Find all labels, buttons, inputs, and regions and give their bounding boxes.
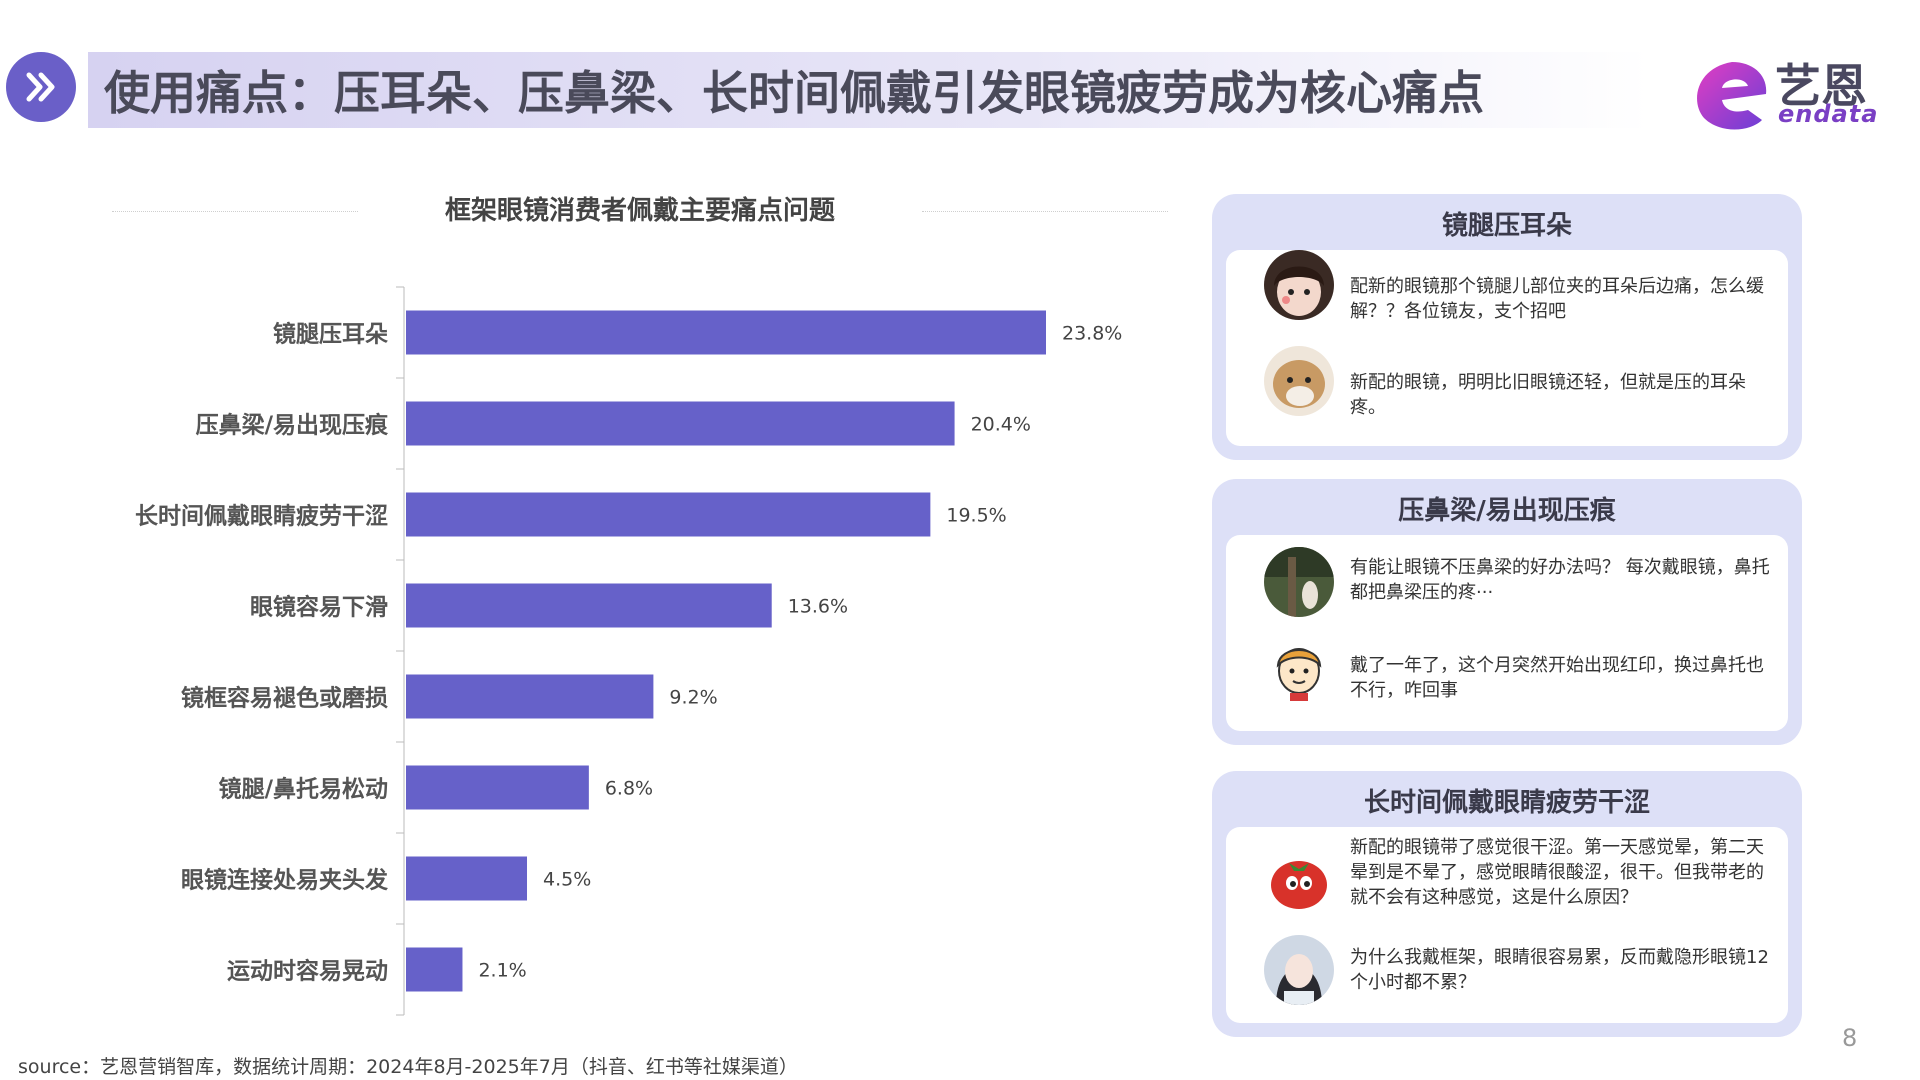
logo-text-cn: 艺恩 (1775, 59, 1867, 113)
comment-item: 配新的眼镜那个镜腿儿部位夹的耳朵后边痛，怎么缓解？？各位镜友，支个招吧 (1226, 250, 1788, 330)
title-band: 使用痛点：压耳朵、压鼻梁、长时间佩戴引发眼镜疲劳成为核心痛点 (88, 52, 1650, 128)
avatar-cartoon-boy-icon (1264, 635, 1334, 705)
category-label: 镜腿压耳朵 (273, 321, 388, 348)
category-label: 压鼻梁/易出现压痕 (196, 412, 389, 439)
bar (406, 492, 931, 537)
page-title: 使用痛点：压耳朵、压鼻梁、长时间佩戴引发眼镜疲劳成为核心痛点 (104, 66, 1484, 120)
card-title: 长时间佩戴眼睛疲劳干涩 (1363, 787, 1650, 818)
chart-title: 框架眼镜消费者佩戴主要痛点问题 (444, 196, 835, 226)
avatar-dog-icon (1264, 346, 1334, 416)
avatar-forest-icon (1264, 547, 1334, 617)
comment-item: 新配的眼镜带了感觉很干涩。第一天感觉晕，第二天晕到是不晕了，感觉眼睛很酸涩，很干… (1226, 827, 1788, 915)
bar-chart: 镜腿压耳朵 23.8% 压鼻梁/易出现压痕 20.4% 长时间佩戴眼睛疲劳干涩 19.5%… (135, 286, 1122, 1016)
category-label: 长时间佩戴眼睛疲劳干涩 (135, 503, 388, 530)
comment-text: 新配的眼镜，明明比旧眼镜还轻，但就是压的耳朵疼。 (1350, 372, 1746, 418)
comment-text: 戴了一年了，这个月突然开始出现红印，换过鼻托也不行，咋回事 (1350, 655, 1764, 701)
card-comments: 新配的眼镜带了感觉很干涩。第一天感觉晕，第二天晕到是不晕了，感觉眼睛很酸涩，很干… (1226, 827, 1788, 1023)
bar (406, 947, 463, 992)
source-note: source：艺恩营销智库，数据统计周期：2024年8月-2025年7月（抖音、… (18, 1056, 798, 1078)
title-divider-right (922, 211, 1168, 212)
comment-item: 戴了一年了，这个月突然开始出现红印，换过鼻托也不行，咋回事 (1226, 631, 1788, 711)
comment-text: 有能让眼镜不压鼻梁的好办法吗？ 每次戴眼镜，鼻托都把鼻梁压的疼··· (1350, 557, 1770, 603)
category-label: 镜腿/鼻托易松动 (219, 776, 388, 803)
card-comments: 有能让眼镜不压鼻梁的好办法吗？ 每次戴眼镜，鼻托都把鼻梁压的疼··· 戴了一年了… (1226, 535, 1788, 731)
avatar-woman-icon (1264, 935, 1334, 1005)
value-label: 19.5% (946, 505, 1006, 527)
endata-logo-icon (1697, 62, 1767, 130)
logo-text-en: endata (1778, 100, 1879, 128)
category-label: 镜框容易褪色或磨损 (181, 685, 388, 712)
bar (406, 674, 654, 719)
bar (406, 310, 1046, 355)
category-label: 眼镜容易下滑 (250, 594, 388, 621)
value-label: 23.8% (1062, 323, 1122, 345)
value-label: 4.5% (543, 869, 591, 891)
title-divider-left (112, 211, 358, 212)
double-chevron-right-icon (6, 52, 76, 122)
avatar-tomato-icon (1264, 845, 1334, 915)
bar (406, 401, 955, 446)
card-comments: 配新的眼镜那个镜腿儿部位夹的耳朵后边痛，怎么缓解？？各位镜友，支个招吧 新配的眼… (1226, 250, 1788, 446)
category-label: 运动时容易晃动 (227, 958, 388, 985)
comment-item: 为什么我戴框架，眼睛很容易累，反而戴隐形眼镜12个小时都不累？ (1226, 923, 1788, 1005)
pain-card-fatigue: 长时间佩戴眼睛疲劳干涩 新配的眼镜带了感觉很干涩。第一天感觉晕，第二天晕到是不晕… (1212, 771, 1802, 1037)
category-label: 眼镜连接处易夹头发 (181, 867, 388, 894)
card-title: 镜腿压耳朵 (1441, 210, 1572, 241)
value-label: 13.6% (788, 596, 848, 618)
bar (406, 856, 528, 901)
page-number: 8 (1842, 1024, 1858, 1052)
value-label: 20.4% (971, 414, 1031, 436)
avatar-girl-icon (1264, 250, 1334, 320)
pain-card-nose: 压鼻梁/易出现压痕 有能让眼镜不压鼻梁的好办法吗？ 每次戴眼镜，鼻托都把鼻梁压的… (1212, 479, 1802, 745)
comment-item: 有能让眼镜不压鼻梁的好办法吗？ 每次戴眼镜，鼻托都把鼻梁压的疼··· (1226, 535, 1788, 617)
value-label: 6.8% (605, 778, 653, 800)
value-label: 2.1% (478, 960, 526, 982)
comment-item: 新配的眼镜，明明比旧眼镜还轻，但就是压的耳朵疼。 (1226, 346, 1788, 426)
comment-text: 新配的眼镜带了感觉很干涩。第一天感觉晕，第二天晕到是不晕了，感觉眼睛很酸涩，很干… (1350, 837, 1764, 908)
comment-text: 配新的眼镜那个镜腿儿部位夹的耳朵后边痛，怎么缓解？？各位镜友，支个招吧 (1350, 276, 1764, 322)
card-title: 压鼻梁/易出现压痕 (1398, 495, 1616, 526)
value-label: 9.2% (669, 687, 717, 709)
brand-logo: 艺恩 endata (1692, 56, 1892, 136)
bar (406, 765, 589, 810)
pain-card-ear: 镜腿压耳朵 配新的眼镜那个镜腿儿部位夹的耳朵后边痛，怎么缓解？？各位镜友，支个招… (1212, 194, 1802, 460)
comment-text: 为什么我戴框架，眼睛很容易累，反而戴隐形眼镜12个小时都不累？ (1350, 947, 1769, 993)
bar (406, 583, 772, 628)
